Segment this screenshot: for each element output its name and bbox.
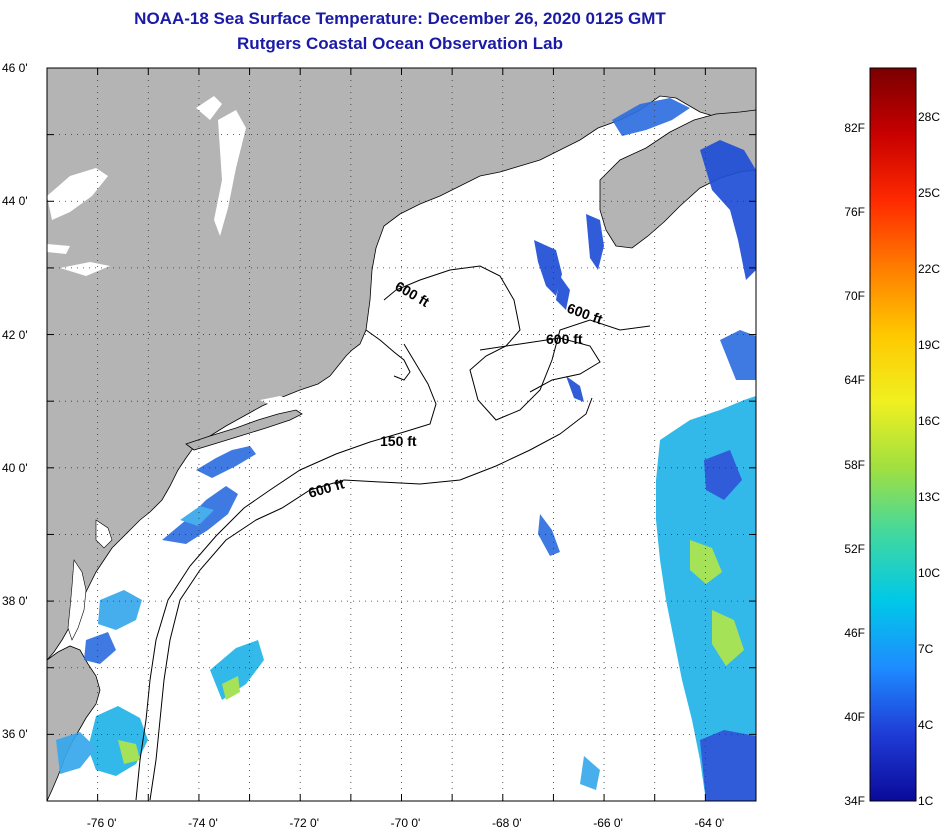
bathymetry-contours <box>135 265 651 801</box>
colorbar-label-fahrenheit: 82F <box>844 121 865 135</box>
chesapeake-bay <box>67 559 87 641</box>
longitude-label: -70 0' <box>390 816 421 830</box>
latitude-label: 38 0' <box>2 594 28 609</box>
colorbar-label-fahrenheit: 34F <box>844 794 865 808</box>
contour-600-ft-gulf <box>383 265 651 421</box>
contour-150-ft <box>135 343 437 801</box>
cape-cod <box>365 329 411 381</box>
long-island <box>185 409 303 451</box>
longitude-label: -72 0' <box>289 816 320 830</box>
contour-label-4: 150 ft <box>380 433 417 449</box>
colorbar-label-fahrenheit: 70F <box>844 289 865 304</box>
axis-ticks <box>47 67 756 801</box>
contour-600-ft <box>149 397 593 801</box>
colorbar-label-celsius: 4C <box>918 718 934 732</box>
colorbar-label-celsius: 19C <box>918 338 941 352</box>
delaware-bay <box>95 519 113 549</box>
latitude-label: 46 0' <box>2 61 28 75</box>
longitude-label: -76 0' <box>86 816 117 830</box>
colorbar-label-celsius: 25C <box>918 186 941 200</box>
sst-patches <box>56 98 756 801</box>
colorbar-label-fahrenheit: 40F <box>844 709 865 724</box>
latitude-label: 42 0' <box>2 327 28 342</box>
colorbar-label-fahrenheit: 58F <box>844 457 865 472</box>
colorbar-label-fahrenheit: 52F <box>844 541 865 556</box>
latitude-label: 44 0' <box>2 194 28 209</box>
colorbar-label-celsius: 1C <box>918 794 934 808</box>
longitude-label: -74 0' <box>188 816 218 830</box>
colorbar-label-fahrenheit: 76F <box>844 205 865 220</box>
colorbar-label-celsius: 10C <box>918 566 941 580</box>
colorbar-label-celsius: 7C <box>918 642 934 656</box>
graticule <box>47 68 756 801</box>
chart-subtitle: Rutgers Coastal Ocean Observation Lab <box>237 34 563 53</box>
lakes <box>47 96 296 408</box>
colorbar-label-fahrenheit: 46F <box>844 625 865 640</box>
contour-label-3: 600 ft <box>546 331 583 347</box>
longitude-label: -64 0' <box>694 816 725 830</box>
colorbar-label-celsius: 22C <box>918 262 941 276</box>
colorbar-label-celsius: 28C <box>918 110 941 124</box>
longitude-label: -66 0' <box>593 816 623 830</box>
colorbar-label-celsius: 16C <box>918 414 941 428</box>
colorbar-label-fahrenheit: 64F <box>844 373 865 388</box>
chart-title: NOAA-18 Sea Surface Temperature: Decembe… <box>134 9 666 28</box>
contour-georges-bank <box>479 337 601 393</box>
longitude-label: -68 0' <box>491 816 522 830</box>
colorbar <box>869 67 917 802</box>
latitude-label: 40 0' <box>2 460 28 475</box>
latitude-label: 36 0' <box>2 727 28 742</box>
colorbar-label-celsius: 13C <box>918 490 941 504</box>
